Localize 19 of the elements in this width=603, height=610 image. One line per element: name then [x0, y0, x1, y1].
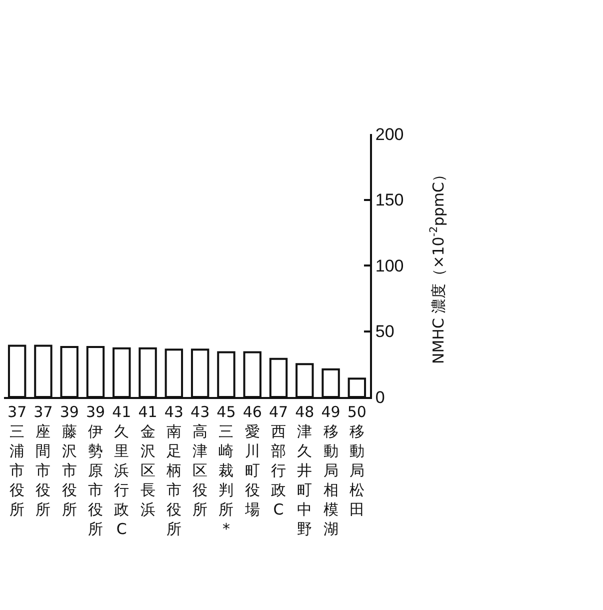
x-tick-label: 41 金沢区長浜 [138, 403, 158, 518]
y-tick-label: 0 [375, 388, 385, 407]
x-tick-label: 46 愛川町役場 [242, 403, 262, 518]
x-tick-label: 45 三崎裁判所* [216, 403, 236, 538]
x-tick-label: 48 津久井町中野 [295, 403, 314, 538]
y-tick-label: 150 [375, 190, 404, 210]
y-tick-label: 50 [375, 322, 394, 342]
x-tick-label: 37 座間市役所 [34, 403, 53, 518]
x-tick-label: 50 移動局松田 [347, 403, 366, 518]
x-tick-label: 39 藤沢市役所 [60, 403, 79, 518]
x-tick-label: 41 久里浜行政C [112, 403, 132, 538]
x-tick-label: 37 三浦市役所 [8, 403, 27, 518]
x-tick-label: 47 西部行政C [268, 403, 288, 518]
x-tick-label: 43 高津区役所 [190, 403, 210, 518]
x-tick-label: 39 伊勢原市役所 [86, 403, 106, 538]
y-tick-label: 100 [375, 256, 404, 276]
x-tick-label: 49 移動局相模湖 [321, 403, 340, 538]
x-tick-label: 43 南足柄市役所 [164, 403, 184, 538]
y-tick-label: 200 [375, 124, 404, 144]
